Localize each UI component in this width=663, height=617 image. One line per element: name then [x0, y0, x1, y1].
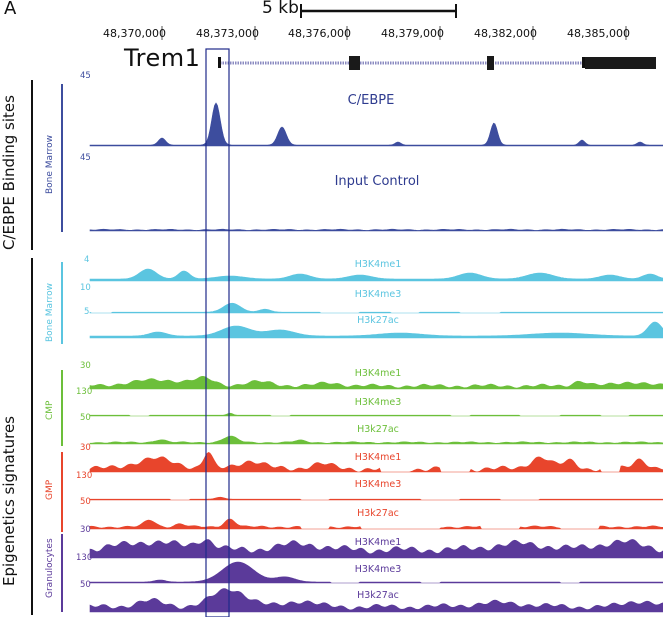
track-scale: 10 — [80, 283, 91, 293]
track-scale: 30 — [80, 443, 91, 453]
bm-h3k27ac-signal — [89, 321, 663, 339]
coordinate-label: 48,376,000 — [288, 27, 351, 40]
panel-letter: A — [4, 0, 17, 19]
track-label: H3K4me3 — [354, 479, 402, 490]
coordinate-label: 48,382,000 — [474, 27, 537, 40]
track-scale: 130 — [76, 471, 93, 481]
track-scale: 30 — [80, 525, 91, 535]
gene-name: Trem1 — [124, 44, 201, 72]
track-label: H3K4me3 — [354, 289, 402, 300]
track-label: H3K4me1 — [354, 259, 402, 270]
input-control-signal — [89, 228, 663, 232]
gene-model — [218, 56, 656, 70]
track-scale: 45 — [80, 71, 91, 81]
track-scale: 4 — [84, 255, 90, 265]
group-label-bone-marrow: Bone Marrow — [45, 283, 55, 342]
track-label: H3K4me1 — [354, 452, 402, 463]
track-scale: 130 — [76, 553, 93, 563]
section-label-epigenetic: Epigenetics signatures — [0, 415, 18, 586]
cmp-h3k4me3-signal — [89, 412, 663, 417]
track-scale: 130 — [76, 387, 93, 397]
track-scale: 50 — [80, 580, 91, 590]
gmp-h3k4me3-signal — [89, 496, 663, 501]
coordinate-ticks — [161, 26, 627, 40]
coordinate-label: 48,385,000 — [567, 27, 630, 40]
track-label-cebpe: C/EBPE — [347, 93, 395, 108]
group-label-granulocytes: Granulocytes — [45, 538, 55, 598]
coordinate-label: 48,373,000 — [196, 27, 259, 40]
track-scale: 5 — [84, 307, 90, 317]
track-scale: 30 — [80, 361, 91, 371]
bm-h3k4me3-signal — [89, 302, 663, 314]
track-scale: 50 — [80, 413, 91, 423]
track-label: H3k27ac — [357, 424, 399, 435]
cmp-h3k27ac-signal — [89, 435, 663, 445]
gran-h3k4me1-signal — [89, 539, 663, 559]
signal-tracks — [89, 102, 663, 613]
coordinate-label: 48,370,000 — [103, 27, 166, 40]
scale-bar — [300, 4, 457, 18]
track-scale: 45 — [80, 153, 91, 163]
coordinate-label: 48,379,000 — [381, 27, 444, 40]
cebpe-signal — [89, 102, 663, 147]
scale-bar-label: 5 kb — [262, 0, 299, 18]
highlight-box — [205, 48, 230, 617]
gran-h3k27ac-signal — [89, 588, 663, 613]
track-label-input-control: Input Control — [334, 174, 420, 189]
track-scale: 50 — [80, 497, 91, 507]
group-label-bone-marrow-chip: Bone Marrow — [45, 135, 55, 194]
section-label-binding: C/EBPE Binding sites — [0, 95, 18, 250]
track-label: H3k27ac — [357, 508, 399, 519]
gmp-h3k27ac-signal — [89, 518, 663, 530]
track-label: H3K4me3 — [354, 564, 402, 575]
track-label: H3K4me3 — [354, 397, 402, 408]
gmp-h3k4me1-signal — [89, 452, 663, 473]
gran-h3k4me3-signal — [89, 561, 663, 584]
track-label: H3K4me1 — [354, 537, 402, 548]
bm-h3k4me1-signal — [89, 268, 663, 282]
group-label-cmp: CMP — [45, 400, 55, 420]
track-label: H3K4me1 — [354, 368, 402, 379]
cmp-h3k4me1-signal — [89, 375, 663, 390]
track-label: H3k27ac — [357, 315, 399, 326]
group-label-gmp: GMP — [45, 479, 55, 500]
track-label: H3k27ac — [357, 590, 399, 601]
